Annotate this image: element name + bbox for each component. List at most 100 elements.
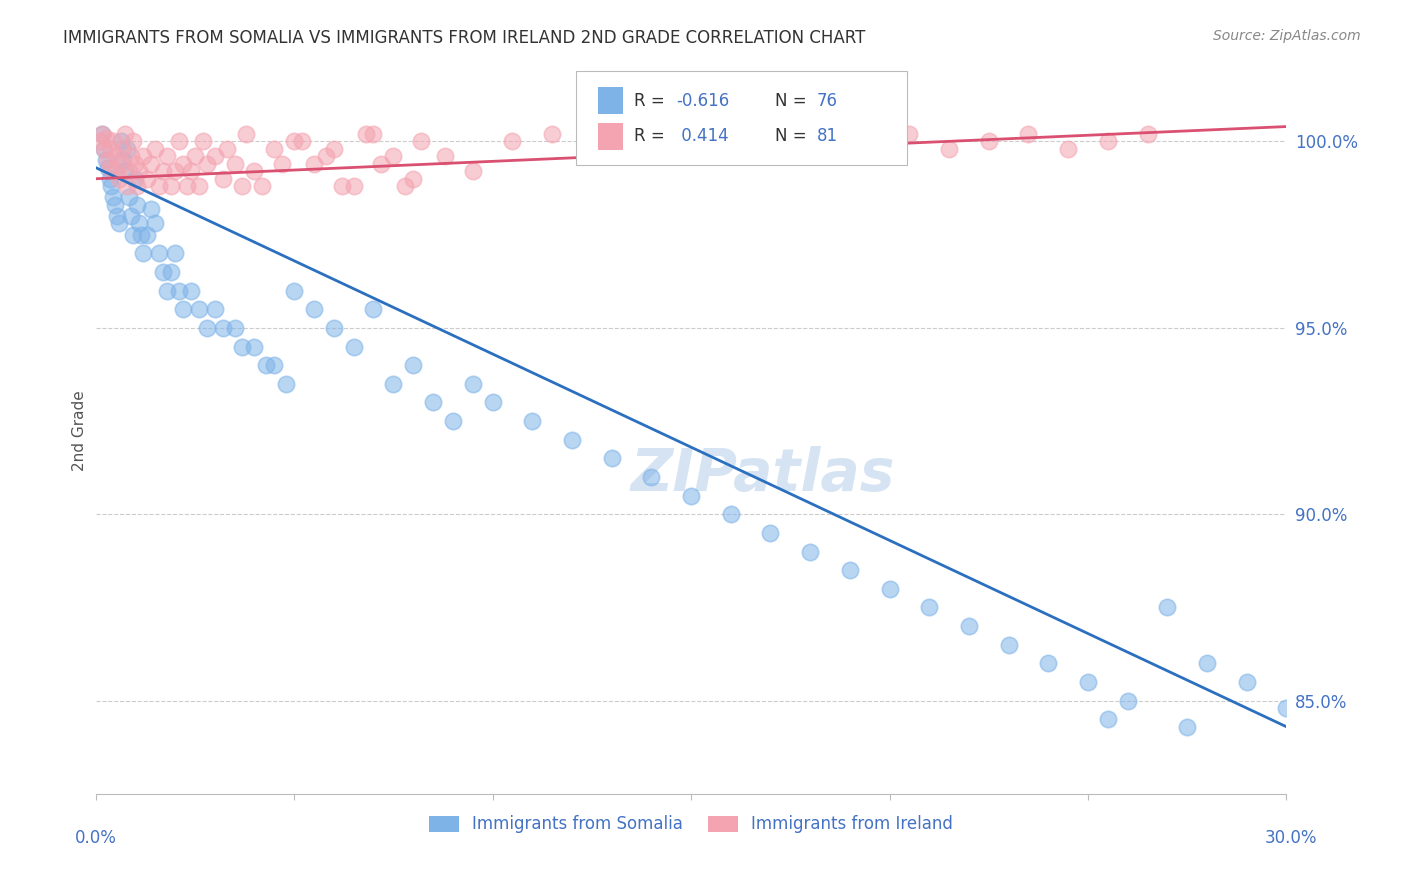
Point: [93, 142, 115, 156]
Point: [561, 433, 583, 447]
Point: [163, 164, 186, 178]
Point: [838, 563, 860, 577]
Point: [187, 179, 209, 194]
Point: [103, 135, 125, 149]
Point: [180, 164, 202, 178]
Point: [96, 153, 118, 167]
Point: [89, 135, 111, 149]
Point: [818, 142, 841, 156]
Point: [283, 284, 305, 298]
Point: [98, 161, 121, 175]
Point: [122, 227, 145, 242]
Point: [243, 339, 266, 353]
Point: [107, 209, 129, 223]
Point: [322, 321, 344, 335]
Point: [957, 619, 980, 633]
Point: [363, 302, 385, 317]
Point: [1077, 675, 1099, 690]
Point: [172, 157, 194, 171]
Point: [148, 246, 170, 260]
Point: [1197, 657, 1219, 671]
Point: [411, 135, 433, 149]
Point: [118, 190, 141, 204]
Point: [110, 157, 132, 171]
Text: 0.0%: 0.0%: [75, 829, 117, 847]
Point: [276, 376, 298, 391]
Point: [231, 339, 253, 353]
Text: 81: 81: [817, 128, 838, 145]
Point: [799, 544, 821, 558]
Point: [1236, 675, 1258, 690]
Text: Source: ZipAtlas.com: Source: ZipAtlas.com: [1213, 29, 1361, 43]
Point: [759, 525, 782, 540]
Point: [433, 149, 456, 163]
Text: N =: N =: [775, 92, 811, 110]
Point: [740, 135, 762, 149]
Point: [330, 179, 353, 194]
Point: [112, 142, 135, 156]
Point: [302, 302, 325, 317]
Point: [302, 157, 325, 171]
Point: [938, 142, 960, 156]
Point: [143, 217, 166, 231]
Point: [110, 135, 132, 149]
Point: [187, 302, 209, 317]
Point: [184, 149, 207, 163]
Point: [118, 164, 141, 178]
Point: [90, 127, 112, 141]
Point: [382, 376, 405, 391]
Point: [215, 142, 238, 156]
Point: [94, 153, 117, 167]
Point: [1038, 657, 1060, 671]
Point: [129, 227, 152, 242]
Point: [620, 135, 643, 149]
Point: [100, 179, 122, 194]
Text: R =: R =: [634, 128, 671, 145]
Point: [128, 217, 150, 231]
Point: [252, 179, 274, 194]
Point: [1057, 142, 1080, 156]
Point: [211, 321, 233, 335]
Point: [143, 142, 166, 156]
Point: [114, 127, 136, 141]
Point: [640, 470, 662, 484]
Point: [191, 135, 214, 149]
Point: [204, 302, 226, 317]
Point: [211, 171, 233, 186]
Text: N =: N =: [775, 128, 811, 145]
Point: [108, 171, 131, 186]
Point: [461, 164, 484, 178]
Point: [354, 127, 377, 141]
Point: [681, 489, 703, 503]
Point: [402, 358, 425, 372]
Point: [322, 142, 344, 156]
Point: [136, 227, 159, 242]
Point: [124, 171, 146, 186]
Point: [127, 198, 149, 212]
Point: [122, 135, 145, 149]
Text: -0.616: -0.616: [676, 92, 730, 110]
Point: [114, 164, 136, 178]
Point: [1175, 720, 1198, 734]
Point: [271, 157, 294, 171]
Point: [402, 171, 425, 186]
Point: [997, 638, 1019, 652]
Point: [898, 127, 921, 141]
Point: [918, 600, 941, 615]
Point: [127, 179, 149, 194]
Point: [160, 179, 183, 194]
Point: [141, 202, 163, 216]
Point: [363, 127, 385, 141]
Point: [90, 127, 112, 141]
Point: [96, 161, 118, 175]
Point: [195, 157, 218, 171]
Point: [263, 358, 285, 372]
Point: [167, 284, 190, 298]
Point: [160, 265, 183, 279]
Point: [104, 198, 127, 212]
Point: [541, 127, 564, 141]
Point: [501, 135, 523, 149]
Point: [1136, 127, 1159, 141]
Point: [859, 135, 882, 149]
Point: [1097, 135, 1119, 149]
